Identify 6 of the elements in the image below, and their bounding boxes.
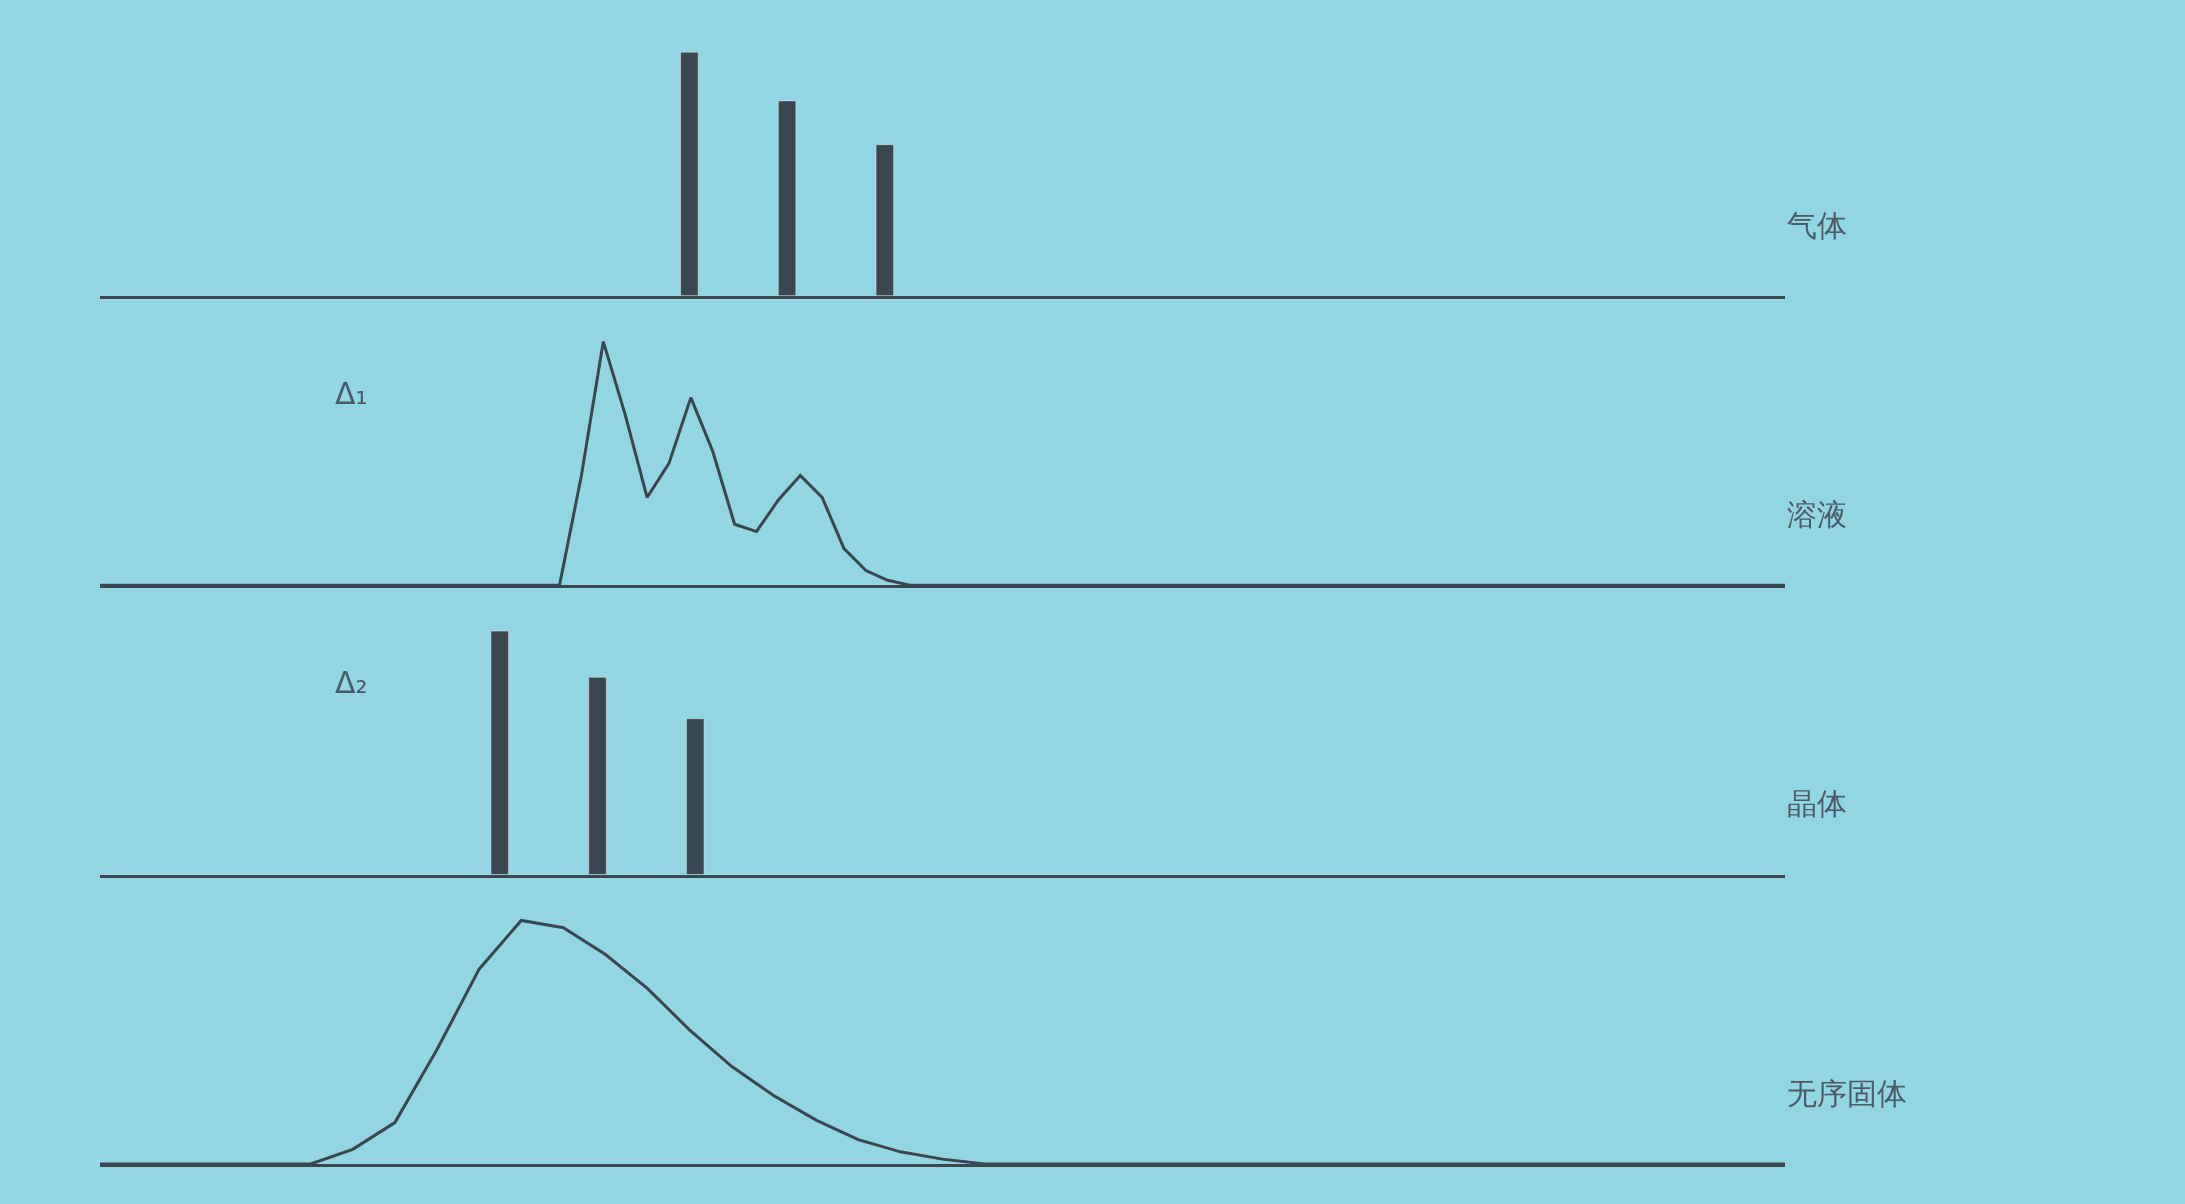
- text: 晶体: [1787, 786, 1847, 821]
- text: 无序固体: [1787, 1076, 1907, 1111]
- text: Δ₂: [335, 665, 368, 700]
- text: 溶液: [1787, 497, 1847, 532]
- text: 气体: [1787, 208, 1847, 243]
- annotation: Δ₁: [335, 376, 368, 411]
